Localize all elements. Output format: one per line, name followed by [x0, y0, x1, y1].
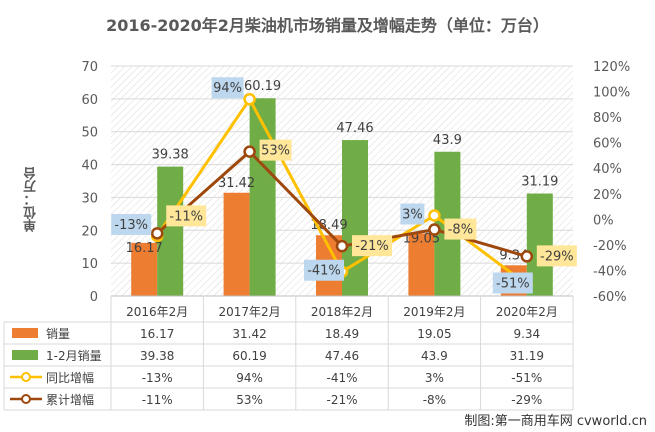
table-cell: 18.49: [325, 327, 359, 341]
table-cell: 53%: [236, 393, 263, 407]
cumulative-growth-marker: [243, 145, 256, 158]
y-tick-label: 0: [90, 290, 98, 305]
bar-cumulative-label: 60.19: [244, 79, 281, 94]
cumulative-growth-label-box: [444, 218, 477, 240]
cumulative-growth-label: 53%: [261, 144, 290, 159]
yoy-growth-label-box: [400, 203, 425, 225]
y-tick-label: 70: [81, 60, 98, 75]
y-tick-label: 40: [81, 159, 98, 174]
y2-tick-label: 120%: [593, 60, 630, 75]
y-tick-label: 30: [81, 191, 98, 206]
cumulative-growth-label-box: [352, 235, 392, 257]
y-tick-label: 60: [81, 93, 98, 108]
x-tick-label: 2017年2月: [219, 305, 281, 319]
yoy-growth-label: 94%: [213, 81, 242, 96]
cumulative-growth-label: -29%: [540, 249, 574, 264]
table-cell: 9.34: [513, 327, 540, 341]
table-cell: 31.19: [510, 349, 544, 363]
cumulative-growth-label-box: [536, 245, 577, 267]
table-cell: 43.9: [421, 349, 448, 363]
cumulative-growth-label: -11%: [169, 209, 203, 224]
bar-cumulative-label: 39.38: [152, 148, 189, 163]
yoy-growth-label-box: [304, 259, 344, 281]
y2-tick-label: 100%: [593, 86, 630, 101]
legend-key-marker: [21, 394, 31, 404]
y2-tick-label: 20%: [593, 188, 622, 203]
yoy-growth-marker: [243, 92, 256, 106]
yoy-growth-label: -51%: [496, 277, 530, 292]
legend-key: [12, 350, 38, 360]
x-tick-label: 2016年2月: [126, 305, 188, 319]
bar-sales-label: 19.05: [403, 231, 440, 246]
cumulative-growth-label-box: [259, 139, 292, 161]
cumulative-growth-marker: [428, 223, 441, 236]
table-cell: 39.38: [140, 349, 174, 363]
table-cell: 94%: [236, 371, 263, 385]
table-cell: 16.17: [140, 327, 174, 341]
table-cell: -11%: [142, 393, 173, 407]
x-tick-label: 2020年2月: [496, 305, 558, 319]
y-tick-label: 10: [81, 257, 98, 272]
y2-tick-label: 80%: [593, 111, 622, 126]
yoy-growth-label: 3%: [402, 208, 423, 223]
bar-cumulative-label: 43.9: [433, 133, 462, 148]
table-cell: 60.19: [232, 349, 266, 363]
x-tick-label: 2019年2月: [403, 305, 465, 319]
yoy-growth-label: -41%: [307, 264, 341, 279]
table-cell: 47.46: [325, 349, 359, 363]
y2-tick-label: -60%: [593, 290, 627, 305]
yoy-growth-marker: [428, 209, 441, 222]
table-cell: -51%: [511, 371, 542, 385]
cumulative-growth-marker: [520, 250, 534, 263]
cumulative-growth-label-box: [166, 205, 207, 227]
table-cell: 3%: [425, 371, 444, 385]
bar-sales: [408, 233, 435, 296]
y-tick-label: 20: [81, 224, 98, 239]
cumulative-growth-marker: [150, 227, 164, 240]
x-tick-label: 2018年2月: [311, 305, 373, 319]
watermark: 制图:第一商用车网 cvworld.cn: [462, 414, 649, 430]
legend-label: 销量: [46, 327, 70, 341]
legend-key-marker: [21, 372, 31, 382]
cumulative-growth-label: -21%: [355, 239, 389, 254]
bar-sales: [223, 192, 250, 296]
table-cell: 19.05: [417, 327, 451, 341]
table-cell: -13%: [142, 371, 173, 385]
yoy-growth-label-box: [111, 213, 152, 235]
y2-tick-label: -20%: [593, 239, 627, 254]
bar-sales-label: 31.42: [218, 176, 255, 191]
legend-key: [12, 328, 38, 338]
y2-tick-label: 60%: [593, 137, 622, 152]
table-cell: -21%: [326, 393, 357, 407]
legend-label: 1-2月销量: [46, 349, 102, 363]
bar-cumulative-label: 31.19: [521, 175, 558, 190]
legend-label: 累计增幅: [46, 392, 94, 407]
table-cell: 31.42: [232, 327, 266, 341]
yoy-growth-label-box: [211, 77, 244, 99]
table-cell: -8%: [423, 393, 446, 407]
table-cell: -41%: [326, 371, 357, 385]
cumulative-growth-marker: [335, 239, 349, 253]
bar-sales: [131, 242, 158, 296]
cumulative-growth-label: -8%: [448, 223, 473, 238]
y-tick-label: 50: [81, 126, 98, 141]
chart-title: 2016-2020年2月柴油机市场销量及增幅走势（单位：万台）: [106, 16, 549, 35]
y2-tick-label: 0%: [593, 213, 614, 228]
bar-cumulative-sales: [249, 98, 276, 297]
table-cell: -29%: [511, 393, 542, 407]
y2-tick-label: -40%: [593, 264, 627, 279]
bar-cumulative-label: 47.46: [336, 121, 373, 136]
yoy-growth-label: -13%: [114, 218, 148, 233]
bar-sales-label: 16.17: [126, 241, 163, 256]
y2-tick-label: 40%: [593, 162, 622, 177]
yoy-growth-label-box: [492, 272, 533, 294]
legend-label: 同比增幅: [46, 370, 94, 385]
